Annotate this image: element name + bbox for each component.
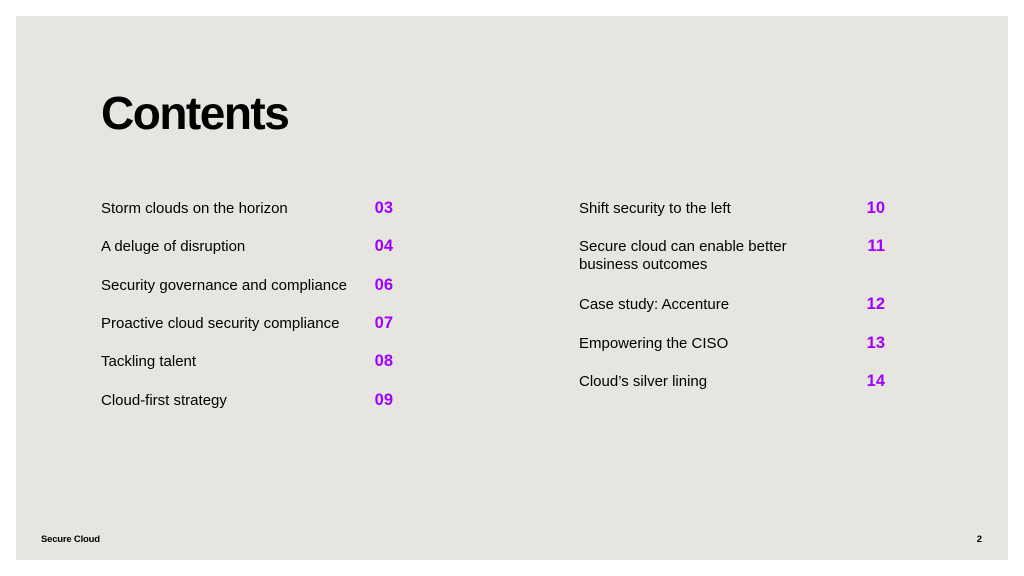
toc-item-page-number: 04 <box>374 237 393 255</box>
toc-item-label: Case study: Accenture <box>579 296 730 313</box>
toc-item-page-number: 07 <box>374 314 393 332</box>
toc-item-page-number: 11 <box>867 237 885 255</box>
toc-item-label-continued: business outcomes <box>579 256 708 273</box>
toc-item-page-number: 06 <box>374 276 393 294</box>
toc-item-label: Tackling talent <box>101 353 197 370</box>
footer-document-name: Secure Cloud <box>41 534 100 545</box>
toc-item-label: Cloud’s silver lining <box>579 373 708 390</box>
toc-item-page-number: 08 <box>374 352 393 370</box>
toc-item-page-number: 10 <box>866 199 885 217</box>
toc-item-page-number: 13 <box>866 334 885 352</box>
toc-item-label: Shift security to the left <box>579 200 731 217</box>
toc-item-page-number: 14 <box>866 372 885 390</box>
page-title: Contents <box>101 87 290 139</box>
toc-item-page-number: 09 <box>374 391 393 409</box>
footer-page-number: 2 <box>976 534 982 545</box>
contents-page: Contents Storm clouds on the horizon 03 … <box>16 16 1008 560</box>
toc-item-page-number: 12 <box>866 295 885 313</box>
toc-item-label: Empowering the CISO <box>579 335 729 352</box>
toc-item-label: Secure cloud can enable better <box>579 238 787 255</box>
toc-item-label: A deluge of disruption <box>101 238 246 255</box>
toc-item-label: Cloud-first strategy <box>101 392 227 409</box>
toc-item-page-number: 03 <box>374 199 393 217</box>
toc-item-label: Security governance and compliance <box>101 277 347 294</box>
toc-item-label: Proactive cloud security compliance <box>101 315 340 332</box>
toc-item-label: Storm clouds on the horizon <box>101 200 288 217</box>
